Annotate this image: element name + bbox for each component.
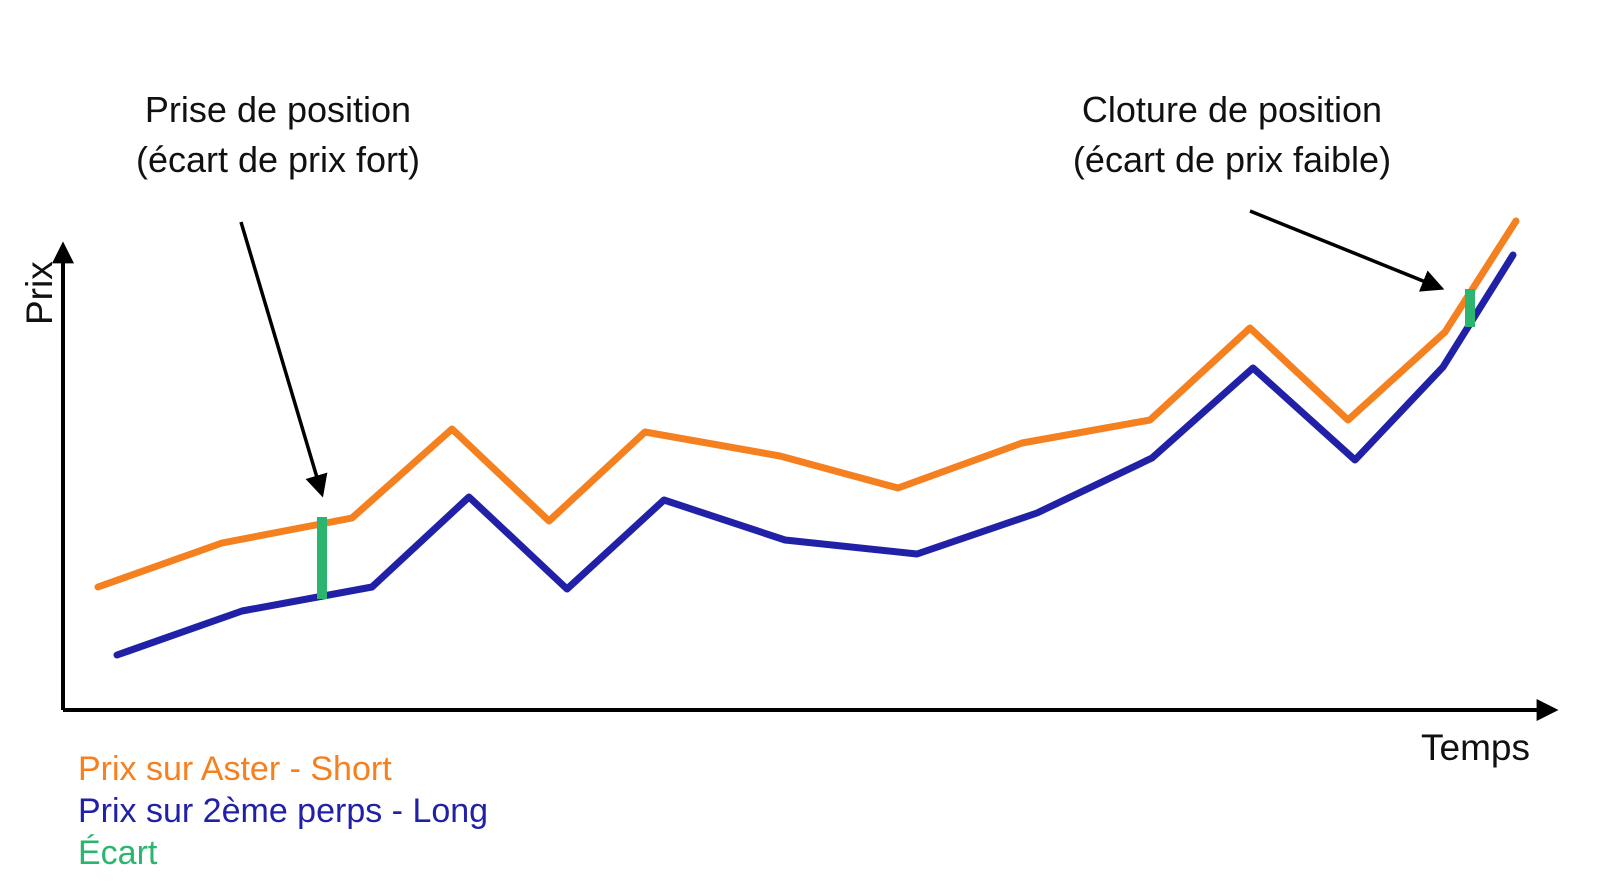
- annotation-close: Cloture de position (écart de prix faibl…: [1073, 85, 1391, 185]
- annotation-close-line1: Cloture de position: [1081, 89, 1383, 130]
- annotation-close-line2: (écart de prix faible): [1072, 139, 1392, 180]
- annotation-open-line1: Prise de position: [144, 89, 412, 130]
- y-axis-label: Prix: [19, 261, 60, 325]
- annotation-arrow-close: [1249, 209, 1445, 292]
- annotation-open: Prise de position (écart de prix fort): [136, 85, 420, 185]
- legend-item-aster: Prix sur Aster - Short: [78, 750, 392, 788]
- annotation-arrow-open: [239, 221, 328, 498]
- legend-item-perps: Prix sur 2ème perps - Long: [78, 792, 489, 830]
- annotation-open-line2: (écart de prix fort): [135, 139, 421, 180]
- perps-line: [113, 251, 1517, 659]
- legend-item-ecart: Écart: [78, 834, 158, 872]
- x-axis-label: Temps: [1421, 727, 1530, 768]
- aster-line: [94, 217, 1520, 591]
- legend: Prix sur Aster - Short Prix sur 2ème per…: [78, 748, 488, 874]
